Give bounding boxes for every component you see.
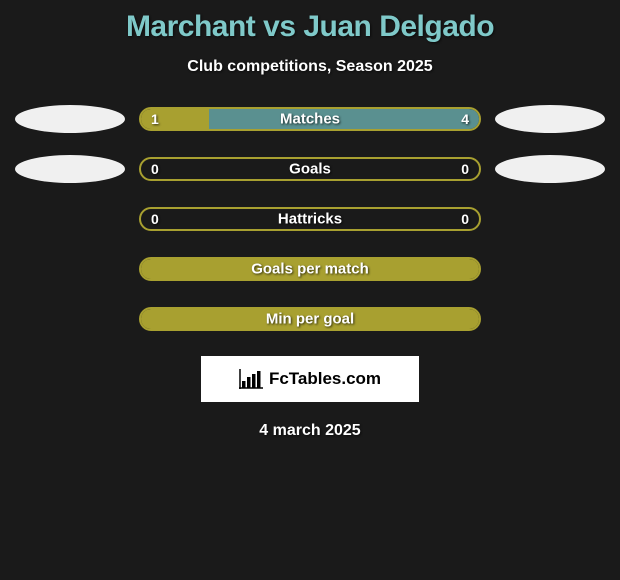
snapshot-date: 4 march 2025 xyxy=(0,422,620,440)
player-right-avatar xyxy=(495,105,605,133)
stat-bar-fill-right xyxy=(209,109,479,129)
stat-bar: Min per goal xyxy=(139,307,481,331)
stat-rows-container: 1 4 Matches 0 0 Goals 0 0 Hattricks Goals per mat… xyxy=(0,106,620,332)
stat-row: Goals per match xyxy=(0,256,620,282)
stat-bar: Goals per match xyxy=(139,257,481,281)
stat-row: 0 0 Hattricks xyxy=(0,206,620,232)
player-left-avatar xyxy=(15,155,125,183)
comparison-subtitle: Club competitions, Season 2025 xyxy=(0,58,620,76)
stat-value-right: 4 xyxy=(461,111,469,127)
brand-logo-text: FcTables.com xyxy=(269,369,381,389)
brand-logo-box: FcTables.com xyxy=(201,356,419,402)
stat-label: Matches xyxy=(280,111,340,128)
stat-label: Min per goal xyxy=(266,311,354,328)
stat-row: Min per goal xyxy=(0,306,620,332)
stat-value-left: 1 xyxy=(151,111,159,127)
comparison-title: Marchant vs Juan Delgado xyxy=(0,0,620,44)
stat-bar: 0 0 Goals xyxy=(139,157,481,181)
stat-value-left: 0 xyxy=(151,161,159,177)
player-left-avatar xyxy=(15,105,125,133)
stat-label: Hattricks xyxy=(278,211,342,228)
stat-label: Goals per match xyxy=(251,261,369,278)
player-right-avatar xyxy=(495,155,605,183)
stat-row: 0 0 Goals xyxy=(0,156,620,182)
stat-value-left: 0 xyxy=(151,211,159,227)
bar-chart-icon xyxy=(239,369,263,389)
stat-label: Goals xyxy=(289,161,331,178)
stat-row: 1 4 Matches xyxy=(0,106,620,132)
stat-value-right: 0 xyxy=(461,211,469,227)
stat-bar: 0 0 Hattricks xyxy=(139,207,481,231)
stat-bar: 1 4 Matches xyxy=(139,107,481,131)
stat-value-right: 0 xyxy=(461,161,469,177)
